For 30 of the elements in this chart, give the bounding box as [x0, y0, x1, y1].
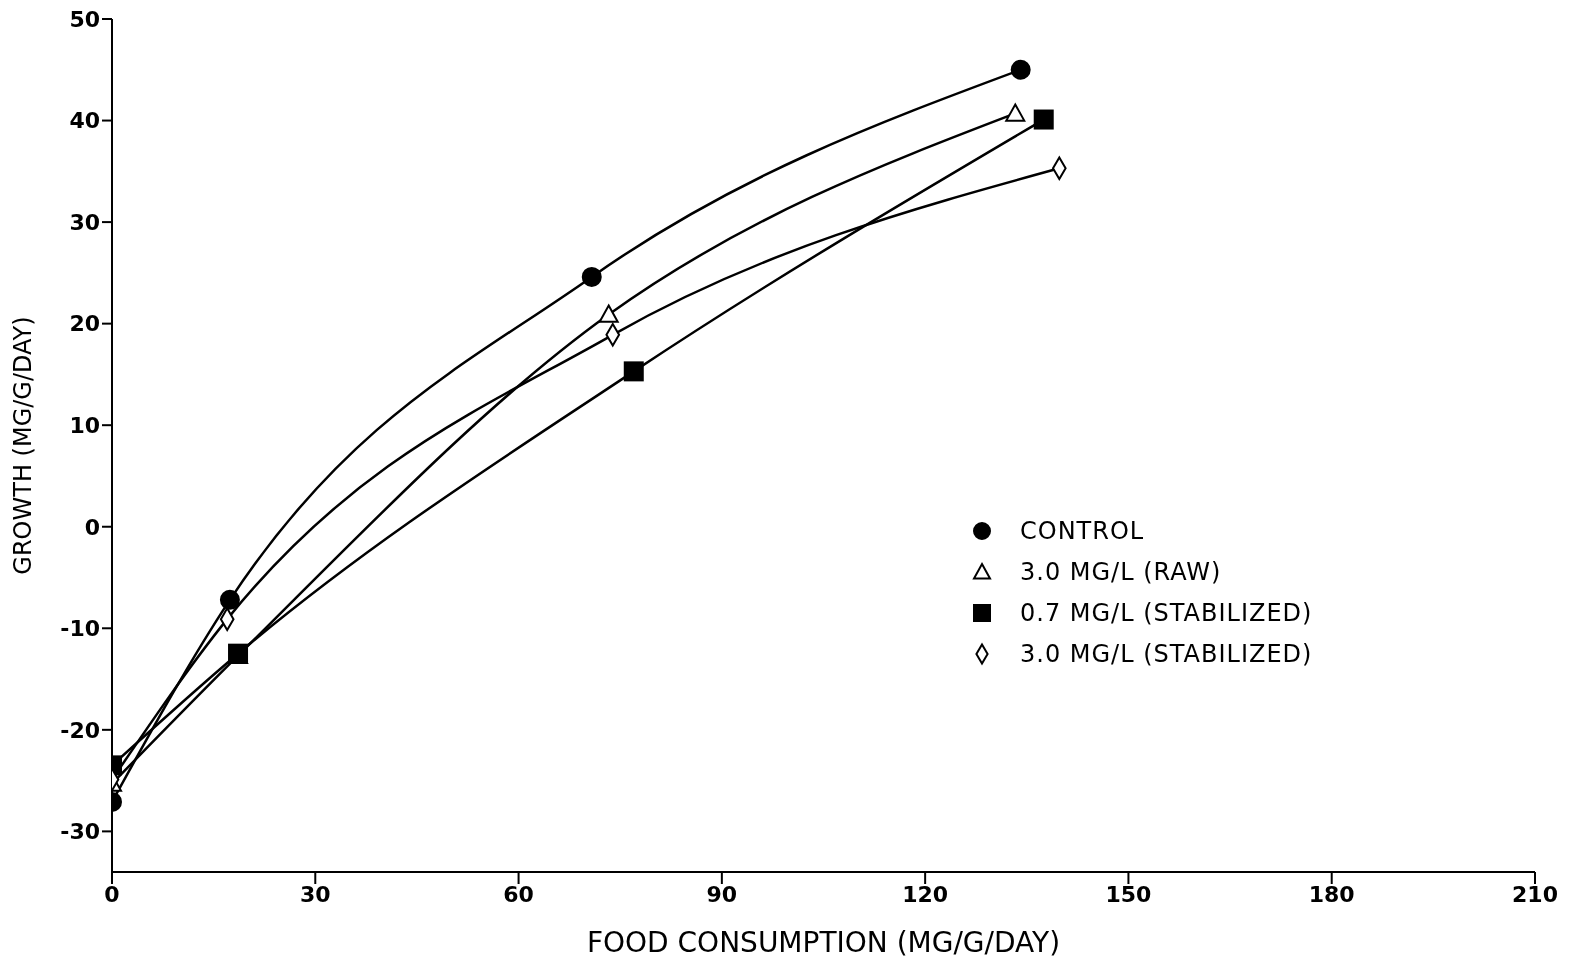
- y-axis-title: GROWTH (MG/G/DAY): [8, 316, 37, 575]
- y-tick-label: 40: [69, 108, 100, 134]
- x-tick-label: 60: [503, 881, 534, 907]
- y-tick-label: -20: [60, 717, 100, 743]
- point: [1005, 103, 1026, 122]
- x-axis-title: FOOD CONSUMPTION (MG/G/DAY): [586, 926, 1061, 959]
- point: [581, 266, 602, 287]
- x-tick-label: 210: [1512, 881, 1558, 907]
- point: [1010, 59, 1031, 80]
- legend-label: CONTROL: [1020, 516, 1145, 545]
- point: [623, 361, 644, 382]
- y-tick-label: 20: [69, 311, 100, 337]
- x-tick-label: 180: [1308, 881, 1355, 907]
- y-tick-label: -10: [60, 616, 100, 642]
- x-tick-label: 90: [706, 881, 738, 907]
- y-tick-label: 50: [69, 6, 100, 32]
- x-tick-label: 120: [902, 881, 949, 907]
- y-tick-label: 10: [69, 413, 100, 438]
- x-tick-label: 150: [1105, 881, 1152, 907]
- y-tick-label: -30: [60, 819, 100, 845]
- x-tick-label: 0: [104, 881, 120, 907]
- point: [598, 304, 619, 323]
- legend-label: 3.0 MG/L (STABILIZED): [1020, 639, 1313, 668]
- y-tick-label: 30: [69, 209, 100, 235]
- legend-label: 3.0 MG/L (RAW): [1020, 557, 1222, 586]
- y-tick-label: 0: [84, 514, 100, 540]
- legend-label: 0.7 MG/L (STABILIZED): [1020, 598, 1313, 627]
- point: [219, 589, 240, 610]
- x-tick-label: 30: [299, 881, 331, 907]
- point: [1033, 109, 1054, 130]
